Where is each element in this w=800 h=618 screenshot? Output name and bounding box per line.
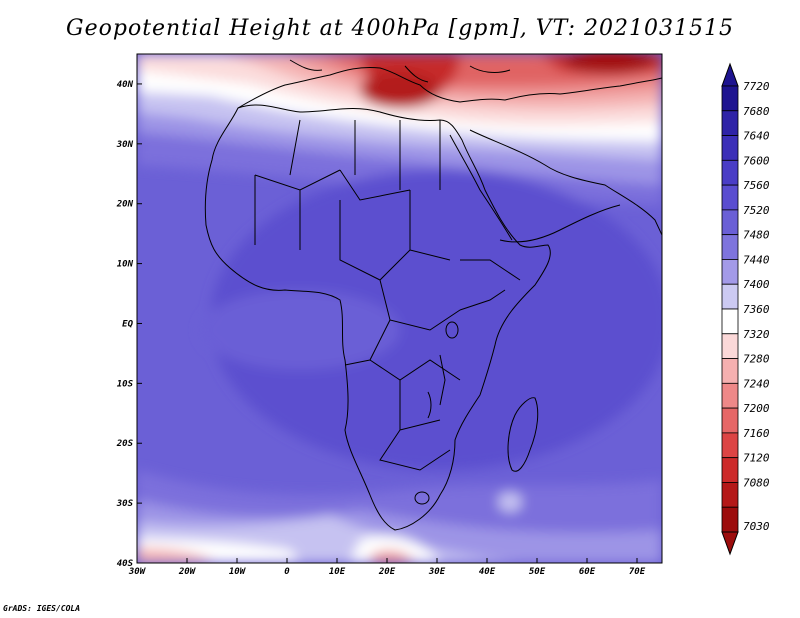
lon-tick-label: 50E (529, 567, 546, 577)
lon-tick-label: 70E (629, 567, 646, 577)
lon-axis: 30W 20W 10W 0 10E 20E 30E 40E 50E 60E 70E (128, 558, 646, 577)
lon-tick-label: 30W (128, 567, 147, 577)
colorbar: 7720 7680 7640 7600 7560 7520 7480 7440 7400 7360… (721, 62, 770, 556)
colorbar-label: 7200 (743, 402, 770, 415)
colorbar-label: 7240 (743, 377, 770, 390)
lat-tick-label: 20N (116, 200, 134, 210)
lon-tick-label: 40E (479, 567, 496, 577)
lat-tick-label: 40N (117, 80, 134, 90)
colorbar-swatch (721, 283, 739, 310)
lat-tick-label: 10N (117, 260, 134, 270)
lon-tick-label: 60E (579, 567, 596, 577)
colorbar-label: 7480 (743, 229, 770, 242)
colorbar-swatch (721, 110, 739, 136)
colorbar-swatch (721, 407, 739, 434)
colorbar-label: 7360 (743, 303, 770, 316)
colorbar-swatch (721, 333, 739, 359)
lat-tick-label: 10S (117, 379, 134, 389)
colorbar-label: 7680 (743, 105, 770, 118)
lon-tick-label: 30E (428, 567, 446, 577)
colorbar-swatch (721, 159, 739, 186)
lat-axis: 40N 30N 20N 10N EQ 10S 20S 30S 40S (116, 80, 142, 569)
colorbar-swatch (721, 482, 739, 508)
lat-tick-label: 30N (116, 140, 134, 150)
colorbar-label: 7440 (743, 253, 770, 266)
lon-tick-label: 0 (284, 567, 290, 577)
lon-tick-label: 20E (378, 567, 396, 577)
colorbar-swatch (721, 457, 739, 483)
colorbar-label: 7320 (743, 328, 770, 341)
lat-tick-label: 20S (116, 439, 134, 449)
colorbar-label: 7160 (743, 427, 770, 440)
lon-tick-label: 20W (178, 567, 197, 577)
colorbar-label: 7400 (743, 278, 770, 291)
map-title: Geopotential Height at 400hPa [gpm], VT:… (66, 16, 734, 41)
colorbar-swatch (721, 382, 739, 409)
coastline (204, 59, 662, 531)
colorbar-swatch (721, 358, 739, 384)
colorbar-label: 7080 (743, 476, 770, 489)
lon-tick-label: 10E (329, 567, 346, 577)
colorbar-swatch (721, 184, 739, 211)
colorbar-label: 7600 (743, 154, 770, 167)
height-field (137, 54, 662, 563)
colorbar-swatch (721, 259, 739, 285)
colorbar-swatch (721, 135, 739, 161)
colorbar-label: 7520 (743, 204, 770, 217)
credit-text: GrADS: IGES/COLA (3, 604, 81, 613)
colorbar-swatch (721, 85, 739, 112)
colorbar-label: 7280 (743, 353, 770, 366)
lat-tick-label: 40S (117, 559, 134, 569)
colorbar-label: 7720 (743, 80, 770, 93)
colorbar-label: 7120 (743, 452, 770, 465)
colorbar-swatch (721, 432, 739, 459)
colorbar-swatch (721, 308, 739, 335)
colorbar-label: 7030 (743, 520, 770, 533)
lat-tick-label: EQ (122, 319, 133, 329)
colorbar-bottom-arrow (721, 531, 739, 556)
colorbar-label: 7640 (743, 130, 770, 143)
colorbar-label: 7560 (743, 179, 770, 192)
lon-tick-label: 10W (229, 567, 247, 577)
colorbar-swatch (721, 234, 739, 260)
map-frame (136, 53, 663, 564)
colorbar-swatch (721, 209, 739, 236)
colorbar-top-arrow (721, 62, 739, 87)
colorbar-swatch (721, 506, 739, 533)
lat-tick-label: 30S (116, 499, 134, 509)
